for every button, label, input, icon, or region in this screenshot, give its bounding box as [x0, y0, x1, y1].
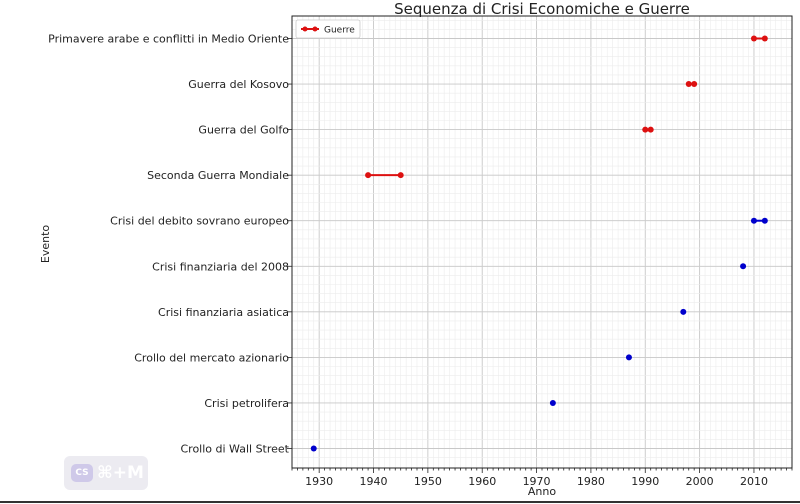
legend-marker: [312, 26, 318, 32]
watermark-logo: CS: [71, 464, 93, 482]
data-point: [549, 399, 556, 406]
y-tick-label: Crollo del mercato azionario: [134, 351, 289, 364]
data-point: [750, 35, 757, 42]
legend: Guerre: [295, 19, 361, 39]
y-tick-label: Guerra del Kosovo: [188, 78, 289, 91]
data-point: [642, 126, 649, 133]
data-point: [750, 217, 757, 224]
data-point: [310, 445, 317, 452]
x-tick-label: 2000: [686, 475, 714, 488]
x-tick-label: 1990: [631, 475, 659, 488]
chart-title: Sequenza di Crisi Economiche e Guerre: [394, 0, 690, 18]
watermark-shortcut-text: ⌘+M: [97, 463, 144, 483]
x-tick-label: 2010: [740, 475, 768, 488]
data-point: [761, 35, 768, 42]
data-point: [625, 354, 632, 361]
y-tick-label: Guerra del Golfo: [198, 124, 289, 137]
legend-box: [295, 19, 361, 39]
plot-frame: [291, 15, 793, 469]
y-tick-label: Crisi finanziaria asiatica: [158, 306, 289, 319]
y-tick-label: Crisi del debito sovrano europeo: [110, 215, 289, 228]
legend-label: Guerre: [324, 26, 355, 36]
x-tick-label: 1940: [360, 475, 388, 488]
y-tick-label: Crisi petrolifera: [204, 397, 289, 410]
y-tick-label: Crisi finanziaria del 2008: [152, 260, 289, 273]
data-point: [740, 263, 747, 270]
watermark: CS ⌘+M: [64, 456, 148, 490]
data-point: [761, 217, 768, 224]
y-tick-label: Crollo di Wall Street: [180, 443, 289, 456]
data-point: [685, 81, 692, 88]
x-tick-label: 1980: [577, 475, 605, 488]
y-tick-label: Seconda Guerra Mondiale: [147, 169, 289, 182]
y-axis-label: Evento: [39, 225, 52, 264]
y-tick-label: Primavere arabe e conflitti in Medio Ori…: [48, 33, 289, 46]
x-axis-label: Anno: [528, 485, 556, 498]
series-layer: [310, 35, 768, 452]
x-tick-label: 1950: [414, 475, 442, 488]
data-point: [365, 172, 372, 179]
legend-marker: [302, 26, 308, 32]
y-axis: Crollo di Wall Street Crisi petrolifera Cr…: [48, 33, 292, 456]
data-point: [680, 308, 687, 315]
bottom-divider: [0, 501, 800, 503]
x-tick-label: 1970: [523, 475, 551, 488]
data-point: [647, 126, 654, 133]
data-point: [691, 81, 698, 88]
grid: [291, 16, 793, 468]
data-point: [397, 172, 404, 179]
x-tick-label: 1930: [305, 475, 333, 488]
x-tick-label: 1960: [468, 475, 496, 488]
